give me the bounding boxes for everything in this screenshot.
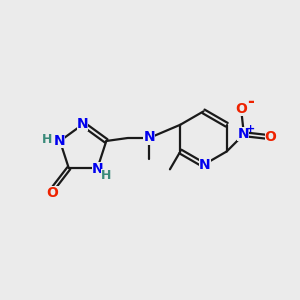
Text: O: O bbox=[265, 130, 277, 144]
Text: O: O bbox=[46, 186, 58, 200]
Text: N: N bbox=[77, 116, 88, 130]
Text: N: N bbox=[143, 130, 155, 144]
Text: -: - bbox=[248, 93, 254, 111]
Text: H: H bbox=[42, 133, 52, 146]
Text: +: + bbox=[246, 124, 255, 134]
Text: N: N bbox=[199, 158, 211, 172]
Text: N: N bbox=[92, 162, 104, 176]
Text: N: N bbox=[53, 134, 65, 148]
Text: N: N bbox=[238, 127, 249, 141]
Text: H: H bbox=[101, 169, 112, 182]
Text: O: O bbox=[235, 102, 247, 116]
